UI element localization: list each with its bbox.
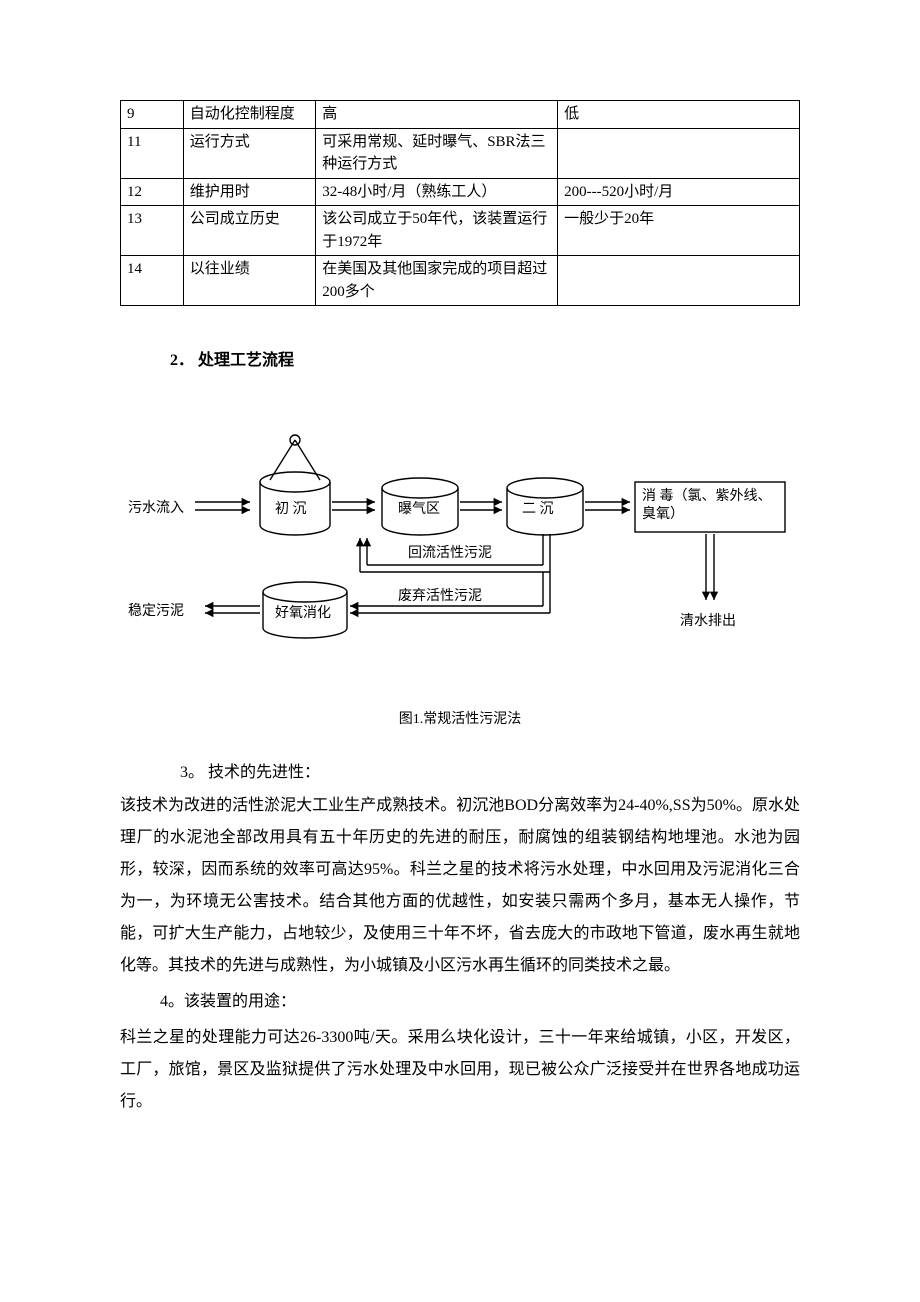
- section-2-heading: 2． 处理工艺流程: [170, 346, 800, 370]
- waste-sludge-label: 废弃活性污泥: [398, 585, 482, 605]
- effluent-arrow: [706, 534, 714, 600]
- comparison-table: 9 自动化控制程度 高 低 11 运行方式 可采用常规、延时曝气、SBR法三种运…: [120, 100, 800, 306]
- stable-sludge-arrow: [205, 606, 260, 613]
- cell: 200---520小时/月: [558, 178, 800, 206]
- table-row: 11 运行方式 可采用常规、延时曝气、SBR法三种运行方式: [121, 128, 800, 178]
- table-row: 9 自动化控制程度 高 低: [121, 101, 800, 129]
- section-3-heading: 3。 技术的先进性：: [180, 758, 800, 782]
- table-row: 13 公司成立历史 该公司成立于50年代，该装置运行于1972年 一般少于20年: [121, 206, 800, 256]
- process-flow-diagram: 污水流入 初 沉 曝气区 二 沉 消 毒（氯、紫外线、臭氧） 回流活性污泥 废弃…: [120, 400, 800, 700]
- cell: [558, 256, 800, 306]
- section-3-body: 该技术为改进的活性淤泥大工业生产成熟技术。初沉池BOD分离效率为24-40%,S…: [120, 790, 800, 982]
- cell: 13: [121, 206, 184, 256]
- figure-caption: 图1.常规活性污泥法: [120, 708, 800, 728]
- cell: 运行方式: [183, 128, 315, 178]
- cell: 9: [121, 101, 184, 129]
- section-4-body: 科兰之星的处理能力可达26-3300吨/天。采用么块化设计，三十一年来给城镇，小…: [120, 1022, 800, 1118]
- cell: 低: [558, 101, 800, 129]
- disinfect-label: 消 毒（氯、紫外线、臭氧）: [642, 488, 780, 524]
- cell: 12: [121, 178, 184, 206]
- aeration-label: 曝气区: [398, 498, 440, 518]
- cell: 高: [316, 101, 558, 129]
- cell: 自动化控制程度: [183, 101, 315, 129]
- stable-sludge-label: 稳定污泥: [128, 600, 184, 620]
- cell: [558, 128, 800, 178]
- cell: 14: [121, 256, 184, 306]
- cell: 该公司成立于50年代，该装置运行于1972年: [316, 206, 558, 256]
- cell: 32-48小时/月（熟练工人）: [316, 178, 558, 206]
- effluent-label: 清水排出: [680, 610, 736, 630]
- table-body: 9 自动化控制程度 高 低 11 运行方式 可采用常规、延时曝气、SBR法三种运…: [121, 101, 800, 306]
- digestion-label: 好氧消化: [275, 602, 331, 622]
- influent-label: 污水流入: [128, 497, 184, 517]
- cell: 一般少于20年: [558, 206, 800, 256]
- cell: 以往业绩: [183, 256, 315, 306]
- primary-label: 初 沉: [275, 498, 307, 518]
- cell: 可采用常规、延时曝气、SBR法三种运行方式: [316, 128, 558, 178]
- cell: 11: [121, 128, 184, 178]
- cell: 公司成立历史: [183, 206, 315, 256]
- document-page: 9 自动化控制程度 高 低 11 运行方式 可采用常规、延时曝气、SBR法三种运…: [0, 0, 920, 1178]
- primary-clarifier-icon: [260, 435, 330, 535]
- cell: 维护用时: [183, 178, 315, 206]
- secondary-label: 二 沉: [522, 498, 554, 518]
- table-row: 14 以往业绩 在美国及其他国家完成的项目超过200多个: [121, 256, 800, 306]
- cell: 在美国及其他国家完成的项目超过200多个: [316, 256, 558, 306]
- section-4-heading: 4。该装置的用途：: [160, 986, 800, 1018]
- return-sludge-label: 回流活性污泥: [408, 542, 492, 562]
- table-row: 12 维护用时 32-48小时/月（熟练工人） 200---520小时/月: [121, 178, 800, 206]
